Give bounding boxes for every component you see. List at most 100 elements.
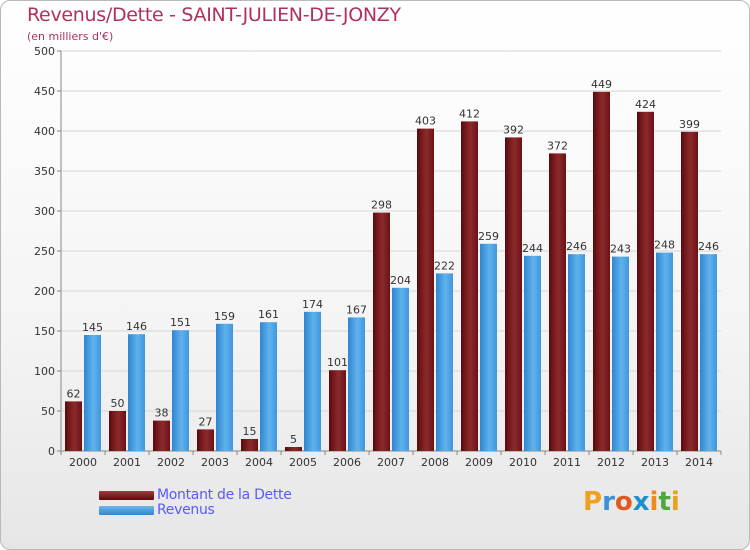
legend-label-revenus: Revenus [157, 502, 215, 518]
x-tick-label: 2014 [685, 456, 713, 469]
legend-label-dette: Montant de la Dette [157, 487, 292, 503]
bar-revenus [612, 256, 629, 451]
logo-letter: i [670, 487, 680, 517]
bar-revenus [216, 323, 233, 451]
data-label-dette: 412 [459, 107, 480, 120]
bar-dette [637, 111, 654, 452]
data-label-dette: 449 [591, 78, 612, 91]
x-tick-label: 2000 [69, 456, 97, 469]
data-label-dette: 298 [371, 199, 392, 212]
logo-letter: P [583, 487, 603, 517]
x-tick-label: 2003 [201, 456, 229, 469]
bar-revenus [348, 317, 365, 451]
bar-dette [373, 212, 390, 451]
bar-dette [329, 370, 346, 451]
x-tick-label: 2007 [377, 456, 405, 469]
bar-dette [197, 429, 214, 451]
bar-revenus [392, 287, 409, 451]
data-label-revenus: 244 [522, 242, 543, 255]
data-label-dette: 101 [327, 356, 348, 369]
chart-subtitle: (en milliers d'€) [27, 30, 114, 43]
bar-revenus [84, 335, 101, 451]
bar-revenus [304, 311, 321, 451]
bar-dette [285, 447, 302, 451]
y-tick-label: 100 [34, 365, 55, 378]
bar-revenus [480, 243, 497, 451]
bar-revenus [128, 334, 145, 451]
bar-dette [461, 121, 478, 452]
bar-revenus [656, 252, 673, 451]
x-tick-label: 2012 [597, 456, 625, 469]
data-label-revenus: 246 [566, 240, 587, 253]
x-tick-label: 2002 [157, 456, 185, 469]
data-label-dette: 399 [679, 118, 700, 131]
data-label-revenus: 161 [258, 308, 279, 321]
y-tick-label: 150 [34, 325, 55, 338]
logo-letter: i [649, 487, 659, 517]
x-tick-label: 2008 [421, 456, 449, 469]
x-tick-label: 2006 [333, 456, 361, 469]
data-label-dette: 38 [155, 407, 169, 420]
bar-revenus [436, 273, 453, 451]
y-tick-label: 300 [34, 205, 55, 218]
y-tick-label: 50 [41, 405, 55, 418]
bar-dette [153, 420, 170, 451]
data-label-revenus: 151 [170, 316, 191, 329]
chart-title: Revenus/Dette - SAINT-JULIEN-DE-JONZY [27, 4, 401, 26]
y-tick-label: 250 [34, 245, 55, 258]
data-label-revenus: 204 [390, 274, 411, 287]
y-tick-label: 400 [34, 125, 55, 138]
x-tick-label: 2013 [641, 456, 669, 469]
bar-dette [593, 91, 610, 452]
data-label-dette: 27 [199, 415, 213, 428]
x-tick-label: 2010 [509, 456, 537, 469]
bar-dette [549, 153, 566, 451]
legend-swatch-revenus [99, 506, 154, 515]
y-tick-label: 500 [34, 45, 55, 58]
bar-revenus [172, 330, 189, 451]
y-tick-label: 0 [48, 445, 55, 458]
bar-dette [681, 131, 698, 452]
data-label-revenus: 259 [478, 230, 499, 243]
data-label-dette: 372 [547, 139, 568, 152]
data-label-dette: 62 [67, 387, 81, 400]
y-tick-label: 450 [34, 85, 55, 98]
bar-revenus [260, 322, 277, 451]
data-label-revenus: 174 [302, 298, 323, 311]
legend-swatch-dette [99, 491, 154, 500]
data-label-revenus: 167 [346, 303, 367, 316]
data-label-revenus: 246 [698, 240, 719, 253]
x-tick-label: 2004 [245, 456, 273, 469]
x-tick-label: 2011 [553, 456, 581, 469]
data-label-dette: 50 [111, 397, 125, 410]
bar-dette [65, 401, 82, 451]
logo-letter: r [602, 487, 615, 517]
data-label-revenus: 243 [610, 243, 631, 256]
data-label-revenus: 145 [82, 321, 103, 334]
data-label-revenus: 146 [126, 320, 147, 333]
data-label-dette: 403 [415, 115, 436, 128]
y-tick-label: 200 [34, 285, 55, 298]
data-label-revenus: 222 [434, 259, 455, 272]
data-label-dette: 392 [503, 123, 524, 136]
logo-letter: t [658, 487, 671, 517]
logo-letter: x [632, 487, 650, 517]
y-tick-label: 350 [34, 165, 55, 178]
x-tick-label: 2009 [465, 456, 493, 469]
bar-revenus [524, 255, 541, 451]
data-label-dette: 424 [635, 98, 656, 111]
data-label-dette: 15 [243, 425, 257, 438]
data-label-revenus: 248 [654, 239, 675, 252]
logo-letter: o [614, 487, 633, 517]
x-tick-label: 2005 [289, 456, 317, 469]
bar-dette [109, 411, 126, 451]
bar-dette [505, 137, 522, 451]
proxiti-logo: Proxiti [583, 487, 680, 517]
x-tick-label: 2001 [113, 456, 141, 469]
bar-dette [241, 439, 258, 451]
data-label-dette: 5 [290, 433, 297, 446]
bar-revenus [568, 254, 585, 451]
bar-dette [417, 128, 434, 451]
